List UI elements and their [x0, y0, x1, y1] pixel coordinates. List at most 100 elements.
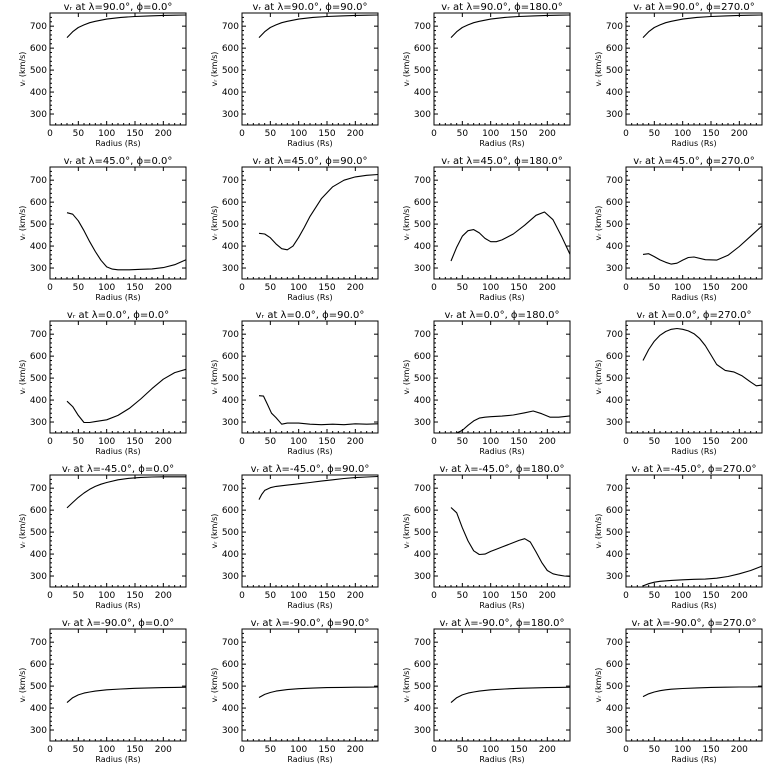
x-tick-label: 150 [702, 437, 719, 447]
y-tick-label: 600 [30, 506, 47, 516]
y-tick-label: 700 [606, 330, 623, 340]
y-tick-label: 600 [414, 198, 431, 208]
subplot-15: vᵣ at λ=-45.0°, ϕ=180.0° 0 50 100 150 200 300 4… [402, 464, 571, 610]
x-tick-label: 0 [623, 745, 629, 755]
x-tick-label: 100 [98, 745, 115, 755]
x-tick-label: 100 [674, 129, 691, 139]
series-line [450, 14, 571, 38]
subplot-title: vᵣ at λ=0.0°, ϕ=180.0° [444, 310, 559, 321]
y-tick-label: 500 [222, 66, 239, 76]
y-tick-label: 700 [606, 484, 623, 494]
x-tick-label: 0 [239, 283, 245, 293]
y-tick-label: 700 [414, 176, 431, 186]
y-tick-label: 500 [222, 682, 239, 692]
x-axis-label: Radius (Rs) [95, 447, 140, 456]
y-tick-label: 600 [222, 44, 239, 54]
y-tick-label: 400 [30, 704, 47, 714]
series-line [66, 368, 187, 424]
x-tick-label: 200 [539, 283, 556, 293]
x-tick-label: 100 [98, 437, 115, 447]
y-tick-label: 300 [30, 726, 47, 736]
x-axis-label: Radius (Rs) [479, 293, 524, 302]
y-axis-label: vᵣ (km/s) [594, 514, 603, 549]
y-tick-label: 400 [606, 704, 623, 714]
plot-frame [49, 320, 187, 434]
x-tick-label: 100 [98, 591, 115, 601]
x-tick-label: 0 [239, 129, 245, 139]
x-tick-label: 0 [239, 437, 245, 447]
y-tick-label: 700 [30, 330, 47, 340]
x-tick-label: 100 [482, 591, 499, 601]
subplot-17: vᵣ at λ=-90.0°, ϕ=0.0° 0 50 100 150 200 300 400… [18, 618, 187, 764]
x-tick-label: 0 [431, 437, 437, 447]
x-tick-label: 200 [347, 129, 364, 139]
x-tick-label: 150 [702, 745, 719, 755]
y-tick-label: 400 [222, 88, 239, 98]
subplot-title: vᵣ at λ=45.0°, ϕ=0.0° [64, 156, 173, 167]
y-tick-label: 400 [606, 396, 623, 406]
subplot-16: vᵣ at λ=-45.0°, ϕ=270.0° 0 50 100 150 200 300 4… [594, 464, 763, 610]
y-tick-label: 600 [222, 352, 239, 362]
y-tick-label: 500 [606, 220, 623, 230]
y-axis-label: vᵣ (km/s) [402, 206, 411, 241]
y-axis-label: vᵣ (km/s) [210, 52, 219, 87]
y-tick-label: 600 [414, 660, 431, 670]
x-tick-label: 0 [431, 129, 437, 139]
y-tick-label: 300 [606, 110, 623, 120]
x-tick-label: 50 [649, 283, 661, 293]
subplot-title: vᵣ at λ=90.0°, ϕ=270.0° [633, 2, 754, 13]
y-tick-label: 500 [414, 528, 431, 538]
y-axis-label: vᵣ (km/s) [210, 360, 219, 395]
x-tick-label: 200 [347, 591, 364, 601]
x-tick-label: 50 [265, 129, 277, 139]
plot-frame [241, 320, 379, 434]
series-line [66, 686, 187, 704]
y-tick-label: 400 [222, 550, 239, 560]
y-tick-label: 300 [414, 264, 431, 274]
subplot-title: vᵣ at λ=-90.0°, ϕ=180.0° [439, 618, 564, 629]
y-tick-label: 700 [222, 484, 239, 494]
plot-frame [241, 166, 379, 280]
x-axis-label: Radius (Rs) [287, 601, 332, 610]
y-tick-label: 300 [222, 418, 239, 428]
x-tick-label: 0 [47, 745, 53, 755]
x-tick-label: 150 [318, 745, 335, 755]
y-tick-label: 400 [222, 704, 239, 714]
y-axis-label: vᵣ (km/s) [18, 360, 27, 395]
series-line [642, 686, 763, 698]
x-tick-label: 200 [155, 745, 172, 755]
x-tick-label: 150 [126, 283, 143, 293]
y-tick-label: 700 [222, 22, 239, 32]
x-tick-label: 200 [155, 129, 172, 139]
x-tick-label: 0 [47, 283, 53, 293]
y-tick-label: 700 [606, 22, 623, 32]
y-tick-label: 300 [222, 110, 239, 120]
y-tick-label: 600 [414, 506, 431, 516]
y-tick-label: 700 [30, 176, 47, 186]
y-tick-label: 300 [606, 572, 623, 582]
x-tick-label: 200 [539, 437, 556, 447]
x-tick-label: 200 [539, 591, 556, 601]
subplot-2: vᵣ at λ=90.0°, ϕ=90.0° 0 50 100 150 200 300 400… [210, 2, 379, 148]
x-axis-label: Radius (Rs) [671, 755, 716, 764]
subplot-title: vᵣ at λ=45.0°, ϕ=270.0° [633, 156, 754, 167]
plot-frame [433, 12, 571, 126]
x-tick-label: 100 [290, 437, 307, 447]
y-tick-label: 700 [222, 330, 239, 340]
x-tick-label: 150 [510, 283, 527, 293]
y-tick-label: 500 [30, 66, 47, 76]
y-tick-label: 700 [30, 638, 47, 648]
subplot-13: vᵣ at λ=-45.0°, ϕ=0.0° 0 50 100 150 200 300 400… [18, 464, 187, 610]
x-tick-label: 150 [702, 591, 719, 601]
y-tick-label: 500 [414, 66, 431, 76]
y-tick-label: 300 [30, 264, 47, 274]
x-tick-label: 50 [649, 745, 661, 755]
y-tick-label: 700 [414, 22, 431, 32]
plot-frame [241, 628, 379, 742]
y-tick-label: 600 [30, 660, 47, 670]
x-tick-label: 50 [649, 591, 661, 601]
x-tick-label: 150 [702, 283, 719, 293]
x-tick-label: 0 [47, 591, 53, 601]
y-tick-label: 300 [606, 726, 623, 736]
